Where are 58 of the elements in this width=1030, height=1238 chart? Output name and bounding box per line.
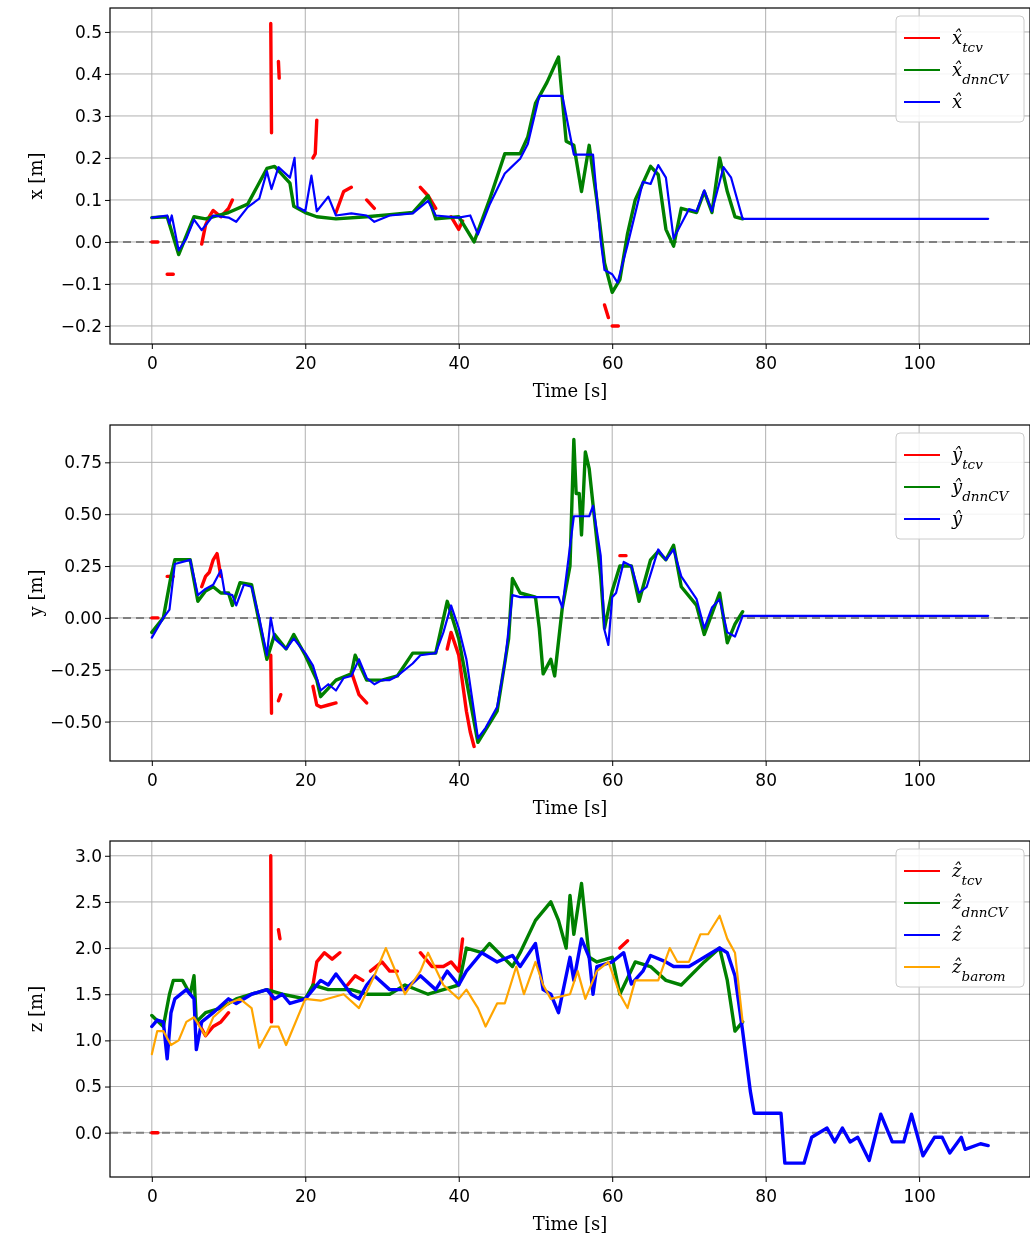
x-tick-label: 40 [448,1186,471,1206]
y-tick-label: 0.1 [74,189,102,210]
y-tick-label: 0.00 [64,607,102,628]
legend-label: ŷ$_{tcv}$ [951,444,984,472]
y-tick-label: 0.4 [74,63,102,84]
y-tick-label: 0.3 [74,105,102,126]
y-axis-title: x [m] [25,152,46,200]
legend-label: ẑ$_{dnnCV}$ [951,892,1009,920]
line-series [150,504,990,740]
y-tick-label: −0.50 [49,711,102,732]
y-tick-label: −0.2 [60,315,102,336]
x-tick-label: 80 [755,1186,777,1206]
x-tick-label: 20 [294,353,317,373]
x-tick-label: 80 [755,770,777,790]
x-tick-label: 40 [448,353,471,373]
y-tick-label: 1.0 [74,1030,102,1051]
x-axis-title: Time [s] [532,797,608,818]
x-tick-label: 40 [448,770,471,790]
x-tick-label: 0 [146,353,158,373]
y-tick-label: 0.50 [64,504,102,525]
x-tick-label: 0 [146,1186,158,1206]
y-tick-label: 1.5 [74,984,102,1005]
x-tick-label: 80 [755,353,777,373]
y-tick-label: 2.5 [74,891,102,912]
legend-label: x̂ [952,91,963,112]
y-tick-label: 0.0 [74,1122,102,1143]
legend-label: ŷ$_{dnnCV}$ [951,476,1010,504]
y-tick-label: 0.5 [74,21,102,42]
legend-label: ẑ$_{tcv}$ [951,860,983,888]
y-tick-label: 0.2 [74,147,102,168]
line-series [150,94,990,284]
y-tick-label: 0.75 [64,452,102,473]
line-series [150,914,744,1056]
x-axis-title: Time [s] [532,1213,608,1234]
x-tick-label: 60 [601,1186,624,1206]
x-tick-label: 100 [903,353,936,373]
y-tick-label: 0.5 [74,1076,102,1097]
x-tick-label: 100 [903,1186,936,1206]
x-axis-title: Time [s] [532,380,608,401]
x-tick-label: 0 [146,770,158,790]
x-tick-label: 20 [294,770,317,790]
y-axis-title: z [m] [25,985,46,1033]
legend-label: ẑ$_{barom}$ [951,956,1006,984]
y-tick-label: 2.0 [74,938,102,959]
y-tick-label: 0.0 [74,231,102,252]
y-axis-title: y [m] [25,569,46,618]
y-tick-label: 0.25 [64,555,102,576]
y-tick-label: −0.1 [60,273,102,294]
legend-label: x̂$_{dnnCV}$ [952,59,1010,87]
legend-label: ẑ [951,924,962,945]
x-tick-label: 100 [903,770,936,790]
x-tick-label: 20 [294,1186,317,1206]
x-tick-label: 60 [601,353,624,373]
legend-label: x̂$_{tcv}$ [952,27,984,55]
legend-label: ŷ [951,508,963,529]
x-tick-label: 60 [601,770,624,790]
y-tick-label: 3.0 [74,845,102,866]
y-tick-label: −0.25 [49,659,102,680]
